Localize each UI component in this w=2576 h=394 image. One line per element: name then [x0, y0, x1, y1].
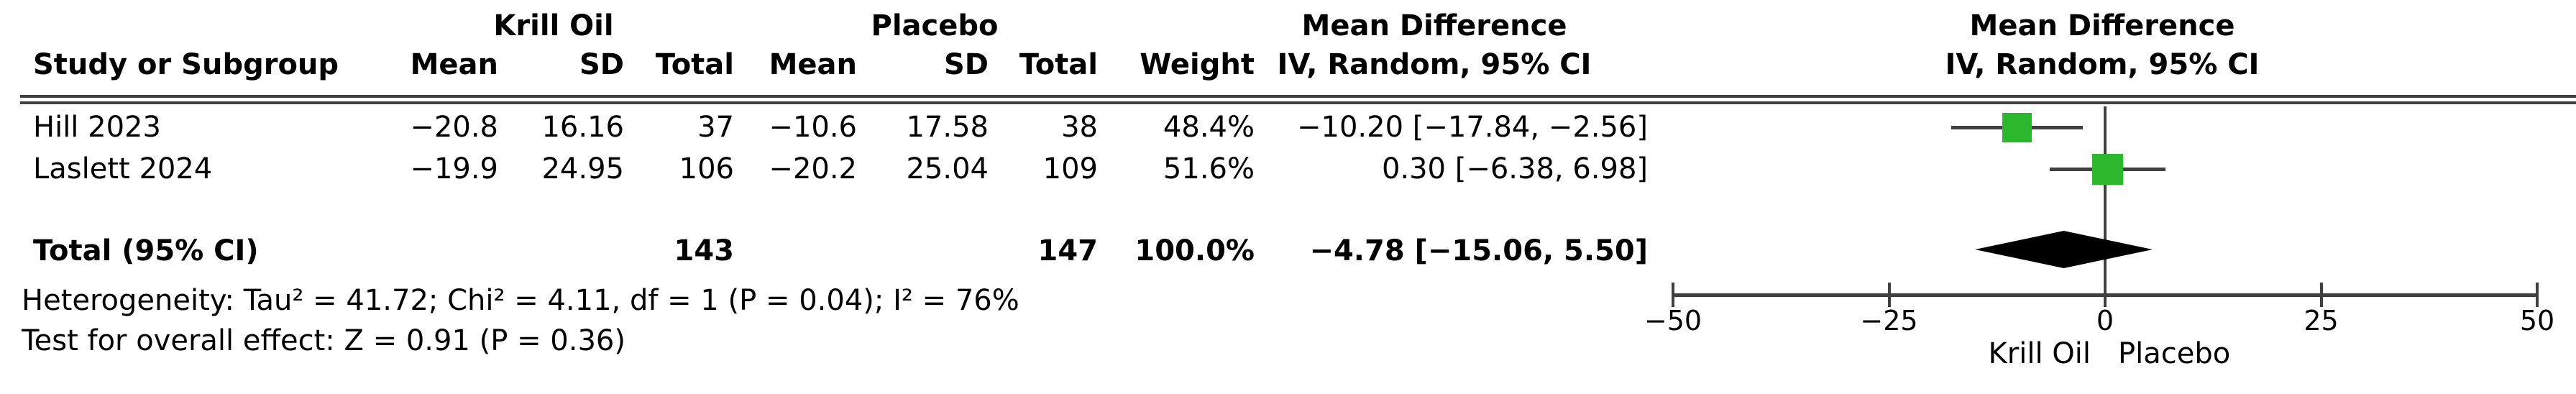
total-control: 38 — [1061, 111, 1098, 144]
column-header-mean-difference: Mean Difference — [1301, 9, 1567, 42]
axis-tick — [2536, 283, 2539, 307]
column-header-row: Study or Subgroup Mean SD Total Mean SD … — [0, 47, 2576, 82]
header-divider — [20, 95, 2576, 104]
mean-control: −20.2 — [769, 152, 857, 185]
table-row: Laslett 2024 −19.9 24.95 106 −20.2 25.04… — [0, 152, 2576, 186]
study-marker — [2002, 112, 2032, 142]
axis-tick — [1672, 283, 1674, 307]
total-treatment-sum: 143 — [674, 234, 735, 267]
weight: 48.4% — [1163, 111, 1255, 144]
study-name: Laslett 2024 — [33, 152, 213, 185]
axis-label-favours-left: Krill Oil — [1988, 337, 2091, 370]
total-row: Total (95% CI) 143 147 100.0% −4.78 [−15… — [0, 234, 2576, 268]
column-header-mean-treatment: Mean — [410, 48, 498, 81]
group-header-placebo: Placebo — [871, 9, 999, 42]
table-row: Hill 2023 −20.8 16.16 37 −10.6 17.58 38 … — [0, 110, 2576, 145]
sd-control: 17.58 — [906, 111, 989, 144]
mean-control: −10.6 — [769, 111, 857, 144]
total-control-sum: 147 — [1037, 234, 1099, 267]
column-header-mean-control: Mean — [769, 48, 857, 81]
axis-tick — [2319, 283, 2323, 307]
column-header-iv-method: IV, Random, 95% CI — [1277, 48, 1592, 81]
sd-treatment: 16.16 — [541, 111, 624, 144]
column-header-weight: Weight — [1140, 48, 1255, 81]
axis-tick-label: 50 — [2519, 305, 2555, 336]
overall-effect-text: Test for overall effect: Z = 0.91 (P = 0… — [22, 324, 625, 357]
column-header-total-control: Total — [1019, 48, 1098, 81]
total-label: Total (95% CI) — [33, 234, 259, 267]
axis-label-favours-right: Placebo — [2118, 337, 2231, 370]
axis-tick-label: −25 — [1860, 305, 1918, 336]
mean-treatment: −19.9 — [410, 152, 498, 185]
total-control: 109 — [1042, 152, 1098, 185]
plot-header-iv-method: IV, Random, 95% CI — [1945, 48, 2260, 81]
total-treatment: 106 — [679, 152, 734, 185]
axis-tick-label: −50 — [1644, 305, 1702, 336]
mean-treatment: −20.8 — [410, 111, 498, 144]
summary-diamond — [1974, 231, 2153, 268]
heterogeneity-text: Heterogeneity: Tau² = 41.72; Chi² = 4.11… — [22, 284, 1019, 317]
axis-tick — [1887, 283, 1891, 307]
column-header-total-treatment: Total — [655, 48, 734, 81]
column-header-sd-treatment: SD — [579, 48, 624, 81]
total-weight: 100.0% — [1135, 234, 1255, 267]
group-header-row: Krill Oil Placebo Mean Difference Mean D… — [0, 9, 2576, 43]
axis-tick-label: 0 — [2096, 305, 2114, 336]
zero-reference-line — [2104, 106, 2107, 307]
ci-text: 0.30 [−6.38, 6.98] — [1381, 152, 1648, 185]
total-treatment: 37 — [697, 111, 734, 144]
axis-tick — [2104, 283, 2107, 307]
group-header-krill-oil: Krill Oil — [493, 9, 614, 42]
column-header-study: Study or Subgroup — [33, 48, 339, 81]
plot-header-mean-difference: Mean Difference — [1969, 9, 2235, 42]
column-header-sd-control: SD — [943, 48, 989, 81]
ci-text: −10.20 [−17.84, −2.56] — [1297, 111, 1648, 144]
sd-treatment: 24.95 — [541, 152, 624, 185]
axis-tick-label: 25 — [2304, 305, 2339, 336]
weight: 51.6% — [1163, 152, 1255, 185]
study-name: Hill 2023 — [33, 111, 161, 144]
study-marker — [2092, 153, 2124, 185]
total-ci-text: −4.78 [−15.06, 5.50] — [1309, 234, 1648, 267]
sd-control: 25.04 — [906, 152, 989, 185]
